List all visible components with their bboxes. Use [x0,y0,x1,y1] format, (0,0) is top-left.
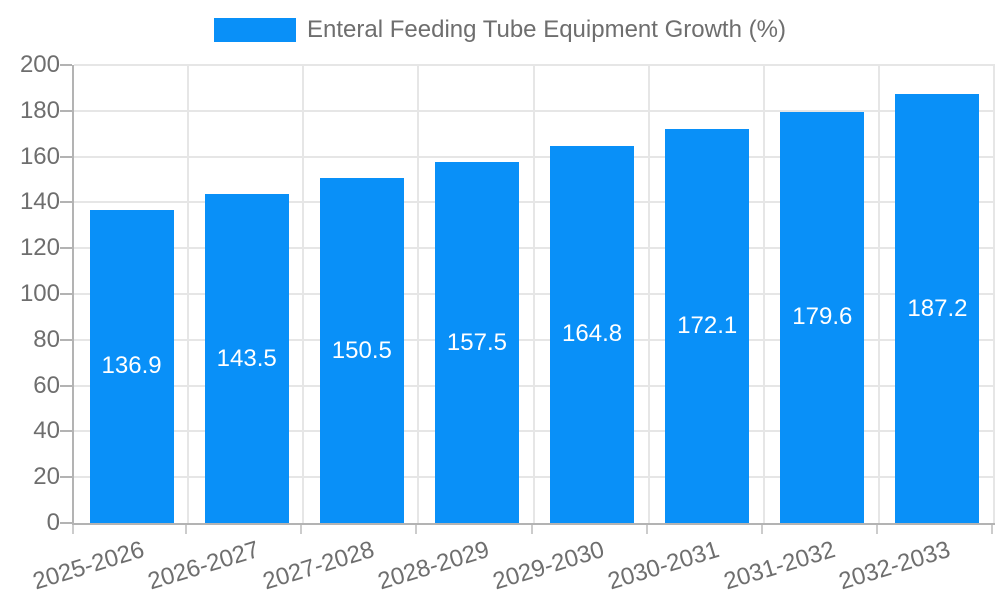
x-tick-mark [415,525,418,534]
x-tick-label: 2027-2028 [259,536,378,596]
y-tick-mark [60,476,72,479]
y-tick-mark [60,338,72,341]
gridline-horizontal [74,293,995,295]
gridline-vertical [647,65,650,523]
gridline-horizontal [74,384,995,387]
y-tick-label: 180 [19,96,60,124]
bar: 150.5 [319,178,404,523]
gridline-horizontal [74,338,995,341]
y-tick-label: 20 [33,463,60,491]
y-tick-mark [60,522,72,524]
chart-legend-item[interactable]: Enteral Feeding Tube Equipment Growth (%… [0,16,1000,44]
y-tick-label: 200 [19,51,60,78]
y-tick-label: 60 [33,371,60,399]
x-tick-label: 2028-2029 [374,536,493,596]
y-tick-label: 40 [33,417,60,445]
y-tick-mark [60,64,72,66]
bar-value-label: 187.2 [907,294,968,322]
x-tick-mark [300,525,303,534]
gridline-horizontal [74,430,995,433]
x-tick-label: 2025-2026 [29,536,148,596]
gridline-vertical [993,65,995,523]
gridline-horizontal [74,155,995,158]
bar-value-label: 157.5 [446,328,507,356]
y-tick-mark [60,155,72,158]
gridline-vertical [187,65,190,523]
bar: 187.2 [895,94,980,523]
x-tick-label: 2030-2031 [605,536,723,596]
gridline-horizontal [74,247,995,250]
y-tick-mark [60,293,72,295]
y-tick-label: 120 [19,234,60,262]
plot-area: 136.9 143.5 150.5 157.5 164.8 172.1 179.6 187.2 [72,64,995,525]
y-tick-mark [60,201,72,204]
x-tick-label: 2029-2030 [490,536,608,596]
x-tick-label: 2031-2032 [720,536,838,596]
gridline-vertical [532,65,535,523]
x-tick-label: 2026-2027 [144,536,263,596]
bar: 136.9 [89,209,174,523]
gridline-horizontal [74,201,995,204]
y-tick-mark [60,384,72,387]
x-tick-mark [185,525,188,534]
y-tick-mark [60,430,72,433]
bar: 164.8 [550,145,635,523]
y-tick-label: 100 [19,280,60,307]
y-tick-label: 0 [46,509,60,536]
gridline-vertical [762,65,765,523]
x-tick-label: 2032-2033 [835,536,954,596]
x-tick-mark [645,525,648,534]
bar-value-label: 179.6 [792,303,853,331]
bar: 143.5 [204,194,289,523]
y-tick-mark [60,247,72,250]
gridline-vertical [302,65,305,523]
bar-value-label: 136.9 [101,352,162,380]
bar-value-label: 164.8 [562,320,623,348]
y-tick-mark [60,109,72,112]
y-tick-label: 140 [19,188,60,216]
gridline-horizontal [74,64,995,66]
y-tick-label: 80 [33,325,60,353]
bar-value-label: 143.5 [216,344,277,372]
x-tick-mark [72,525,74,534]
bar: 172.1 [665,128,750,523]
bar-value-label: 172.1 [677,311,738,339]
legend-swatch [214,18,297,42]
x-tick-mark [991,525,993,534]
x-tick-mark [875,525,878,534]
gridline-horizontal [74,109,995,112]
x-tick-mark [760,525,763,534]
gridline-vertical [417,65,420,523]
y-tick-label: 160 [19,142,60,170]
legend-label: Enteral Feeding Tube Equipment Growth (%… [307,16,786,43]
gridline-horizontal [74,476,995,479]
bar: 179.6 [780,111,865,523]
bar: 157.5 [434,162,519,523]
gridline-vertical [877,65,880,523]
x-tick-mark [530,525,533,534]
bar-value-label: 150.5 [331,336,392,364]
